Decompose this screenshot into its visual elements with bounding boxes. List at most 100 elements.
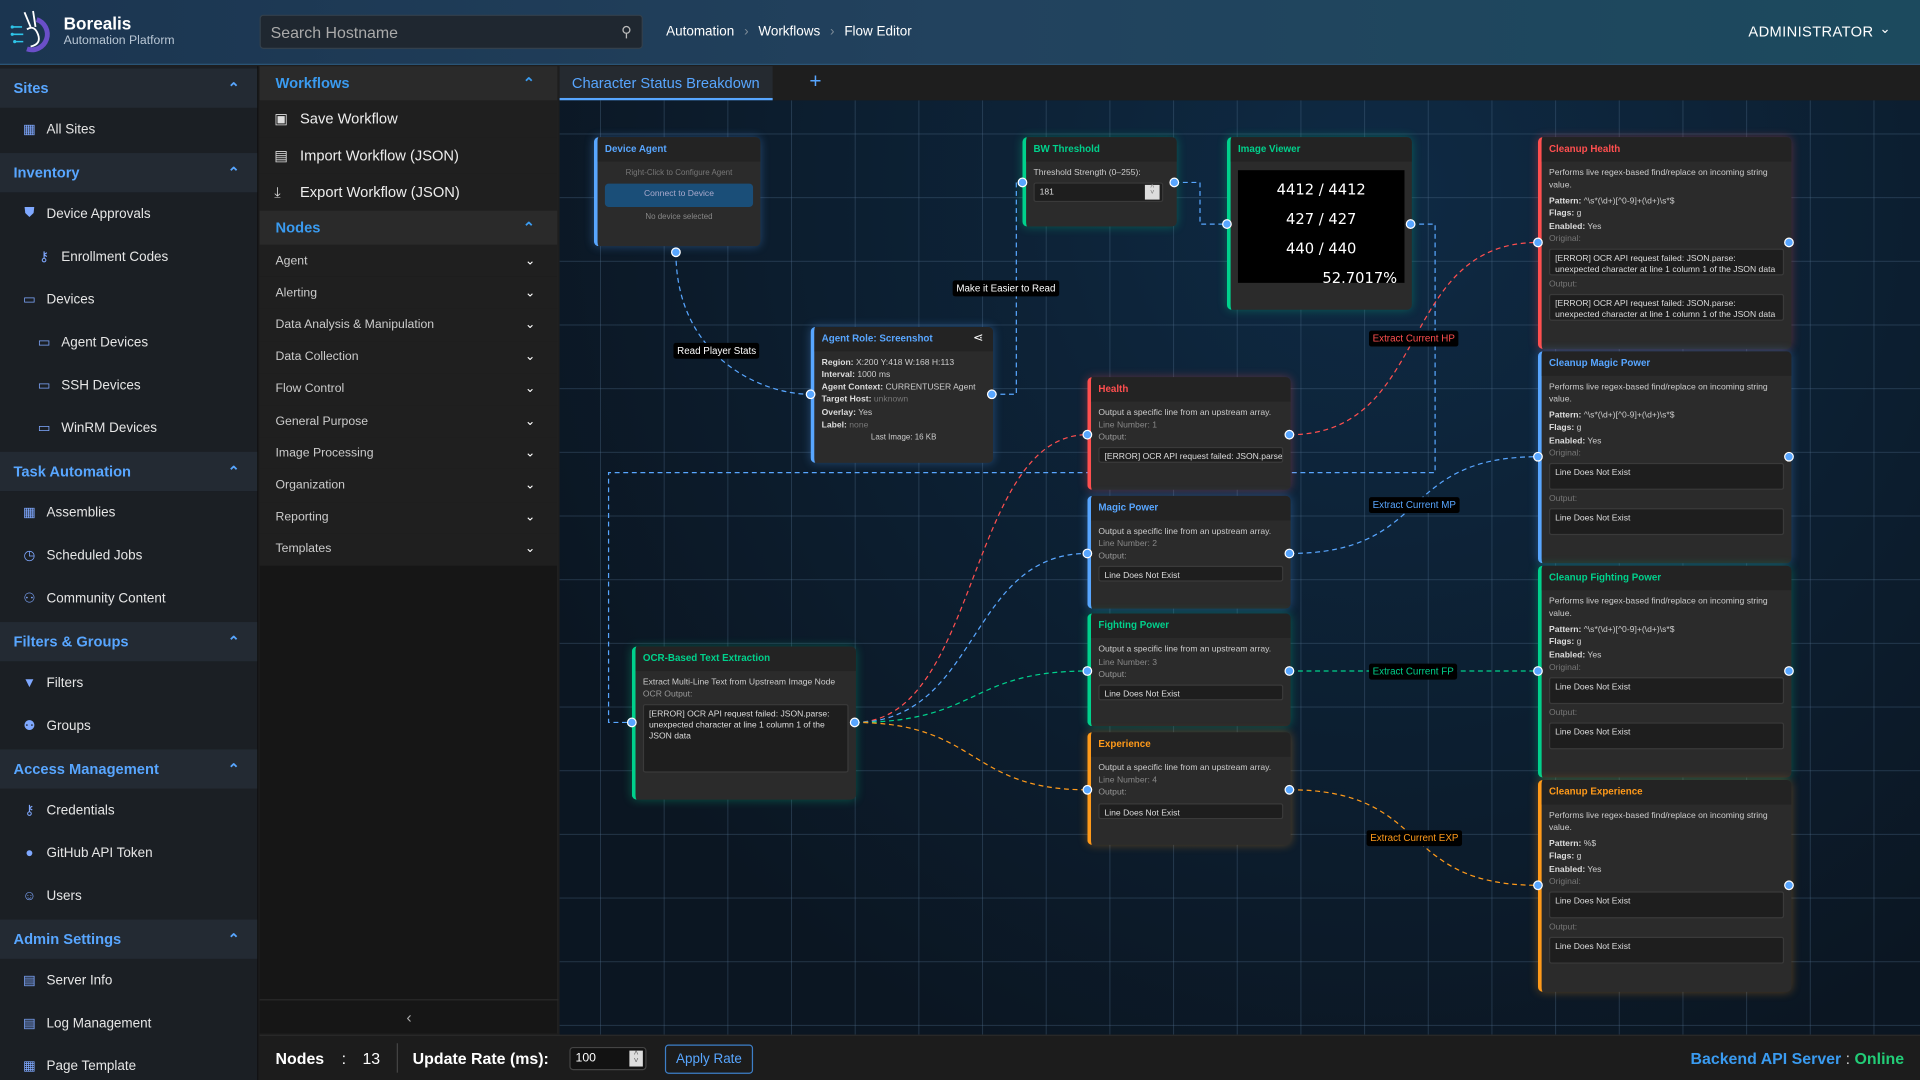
connection-handle[interactable] xyxy=(1082,666,1093,676)
node-category[interactable]: Agent ⌄ xyxy=(259,244,558,277)
node-category[interactable]: Data Collection ⌄ xyxy=(259,341,558,374)
connection-handle[interactable] xyxy=(1082,784,1093,795)
connection-handle[interactable] xyxy=(1284,666,1295,676)
sidebar-item[interactable]: ⚉ Groups xyxy=(0,704,257,747)
line-output-field[interactable]: [ERROR] OCR API request failed: JSON.par… xyxy=(1098,447,1284,464)
connection-handle[interactable] xyxy=(1082,429,1093,440)
spinner-icon[interactable]: ˄ ˅ xyxy=(629,1049,643,1067)
breadcrumb-workflows[interactable]: Workflows xyxy=(758,24,821,40)
sidebar-section-2[interactable]: Task Automation ⌃ xyxy=(0,451,258,492)
connection-handle[interactable] xyxy=(1533,237,1543,248)
search-icon[interactable]: ⚲ xyxy=(621,23,632,41)
sidebar-item[interactable]: ⚷ Enrollment Codes xyxy=(0,235,257,278)
node-cleanup-1[interactable]: Cleanup Magic Power Performs live regex-b… xyxy=(1537,351,1792,564)
connection-handle[interactable] xyxy=(1533,666,1543,676)
connection-handle[interactable] xyxy=(1533,880,1543,891)
output-textarea[interactable]: Line Does Not Exist xyxy=(1548,722,1785,750)
original-textarea[interactable]: Line Does Not Exist xyxy=(1548,676,1785,704)
sidebar-section-3[interactable]: Filters & Groups ⌃ xyxy=(0,622,258,662)
sidebar-item[interactable]: ⚇ Community Content xyxy=(0,577,257,620)
sidebar-item[interactable]: ☺ Users xyxy=(0,874,257,917)
connection-handle[interactable] xyxy=(1784,880,1794,891)
node-category[interactable]: Flow Control ⌄ xyxy=(259,373,558,406)
sidebar-item[interactable]: ▦ Assemblies xyxy=(0,491,257,534)
connection-handle[interactable] xyxy=(849,717,860,728)
line-output-field[interactable]: Line Does Not Exist xyxy=(1098,684,1284,701)
workflow-action[interactable]: ▤ Import Workflow (JSON) xyxy=(259,137,558,174)
node-ocr[interactable]: OCR-Based Text Extraction Extract Multi-L… xyxy=(631,646,856,800)
sidebar-item[interactable]: ⚷ Credentials xyxy=(0,789,257,832)
nodes-header[interactable]: Nodes ⌃ xyxy=(259,210,558,245)
connection-handle[interactable] xyxy=(986,389,997,400)
connect-to-device-button[interactable]: Connect to Device xyxy=(604,184,754,207)
node-category[interactable]: Reporting ⌄ xyxy=(259,501,558,534)
node-line-0[interactable]: Health Output a specific line from an ups… xyxy=(1087,377,1291,490)
connection-handle[interactable] xyxy=(1017,177,1028,188)
ocr-output-textarea[interactable]: [ERROR] OCR API request failed: JSON.par… xyxy=(642,704,849,773)
node-line-3[interactable]: Experience Output a specific line from an… xyxy=(1087,732,1291,846)
apply-rate-button[interactable]: Apply Rate xyxy=(664,1044,754,1074)
sidebar-item[interactable]: ● GitHub API Token xyxy=(0,831,257,874)
add-tab-button[interactable]: + xyxy=(809,69,822,94)
node-category[interactable]: Templates ⌄ xyxy=(259,533,558,566)
sidebar-item[interactable]: ▭ Agent Devices xyxy=(0,321,257,364)
search-input[interactable]: Search Hostname ⚲ xyxy=(259,14,643,49)
sidebar-section-4[interactable]: Access Management ⌃ xyxy=(0,749,258,789)
node-category[interactable]: General Purpose ⌄ xyxy=(259,405,558,438)
sidebar-item[interactable]: ▤ Log Management xyxy=(0,1002,257,1045)
original-textarea[interactable]: [ERROR] OCR API request failed: JSON.par… xyxy=(1548,248,1785,276)
node-line-2[interactable]: Fighting Power Output a specific line fro… xyxy=(1087,613,1291,727)
node-bw-threshold[interactable]: BW Threshold Threshold Strength (0–255): 1… xyxy=(1022,137,1177,227)
sidebar-item[interactable]: ⛊ Device Approvals xyxy=(0,192,257,235)
update-rate-input[interactable]: 100 ˄ ˅ xyxy=(569,1046,647,1071)
connection-handle[interactable] xyxy=(1784,666,1794,676)
connection-handle[interactable] xyxy=(1533,451,1543,462)
line-output-field[interactable]: Line Does Not Exist xyxy=(1098,565,1284,582)
workflows-header[interactable]: Workflows ⌃ xyxy=(259,66,558,101)
output-textarea[interactable]: Line Does Not Exist xyxy=(1548,508,1785,536)
node-category[interactable]: Alerting ⌄ xyxy=(259,276,558,310)
connection-handle[interactable] xyxy=(1784,451,1794,462)
sidebar-item[interactable]: ▤ Server Info xyxy=(0,959,257,1002)
user-menu[interactable]: ADMINISTRATOR xyxy=(1748,23,1874,41)
share-icon[interactable]: ⋖ xyxy=(972,331,984,346)
connection-handle[interactable] xyxy=(1222,219,1232,229)
sidebar-item[interactable]: ▭ Devices xyxy=(0,278,257,321)
sidebar-section-5[interactable]: Admin Settings ⌃ xyxy=(0,919,258,959)
node-agent-screenshot[interactable]: Agent Role: Screenshot Region: X:200 Y:41… xyxy=(810,326,994,463)
node-cleanup-0[interactable]: Cleanup Health Performs live regex-based … xyxy=(1537,137,1792,349)
connection-handle[interactable] xyxy=(1284,429,1295,440)
workflow-action[interactable]: ⤓ Export Workflow (JSON) xyxy=(259,173,558,211)
sidebar-item[interactable]: ▼ Filters xyxy=(0,661,257,704)
node-device-agent[interactable]: Device Agent Right-Click to Configure Age… xyxy=(593,137,761,247)
chevron-down-icon[interactable]: ⌄ xyxy=(1879,22,1891,37)
sidebar-item[interactable]: ◷ Scheduled Jobs xyxy=(0,534,257,577)
node-cleanup-2[interactable]: Cleanup Fighting Power Performs live rege… xyxy=(1537,565,1792,778)
sidebar-item[interactable]: ▭ SSH Devices xyxy=(0,364,257,407)
spinner-icon[interactable]: ˄ ˅ xyxy=(1144,184,1160,200)
node-image-viewer[interactable]: Image Viewer 4412 / 4412 427 / 427 440 / 44… xyxy=(1226,137,1412,310)
tab-character-status-breakdown[interactable]: Character Status Breakdown xyxy=(559,66,773,101)
sidebar-section-1[interactable]: Inventory ⌃ xyxy=(0,153,258,193)
workflow-action[interactable]: ▣ Save Workflow xyxy=(259,100,558,138)
line-output-field[interactable]: Line Does Not Exist xyxy=(1098,802,1284,819)
sidebar-item[interactable]: ▦ All Sites xyxy=(0,108,257,151)
original-textarea[interactable]: Line Does Not Exist xyxy=(1548,891,1785,919)
node-cleanup-3[interactable]: Cleanup Experience Performs live regex-ba… xyxy=(1537,780,1792,992)
node-category[interactable]: Image Processing ⌄ xyxy=(259,437,558,470)
connection-handle[interactable] xyxy=(1082,548,1093,559)
sidebar-section-0[interactable]: Sites ⌃ xyxy=(0,68,258,108)
original-textarea[interactable]: Line Does Not Exist xyxy=(1548,462,1785,490)
sidebar-item[interactable]: ▦ Page Template xyxy=(0,1044,257,1080)
output-textarea[interactable]: [ERROR] OCR API request failed: JSON.par… xyxy=(1548,293,1785,321)
connection-handle[interactable] xyxy=(671,247,681,258)
breadcrumb-automation[interactable]: Automation xyxy=(666,24,735,40)
connection-handle[interactable] xyxy=(1284,784,1295,795)
threshold-input[interactable]: 181 ˄ ˅ xyxy=(1033,182,1164,203)
connection-handle[interactable] xyxy=(805,389,816,400)
connection-handle[interactable] xyxy=(1784,237,1794,248)
sidebar-item[interactable]: ▭ WinRM Devices xyxy=(0,407,257,450)
connection-handle[interactable] xyxy=(1405,219,1416,229)
connection-handle[interactable] xyxy=(1284,548,1295,559)
output-textarea[interactable]: Line Does Not Exist xyxy=(1548,936,1785,964)
